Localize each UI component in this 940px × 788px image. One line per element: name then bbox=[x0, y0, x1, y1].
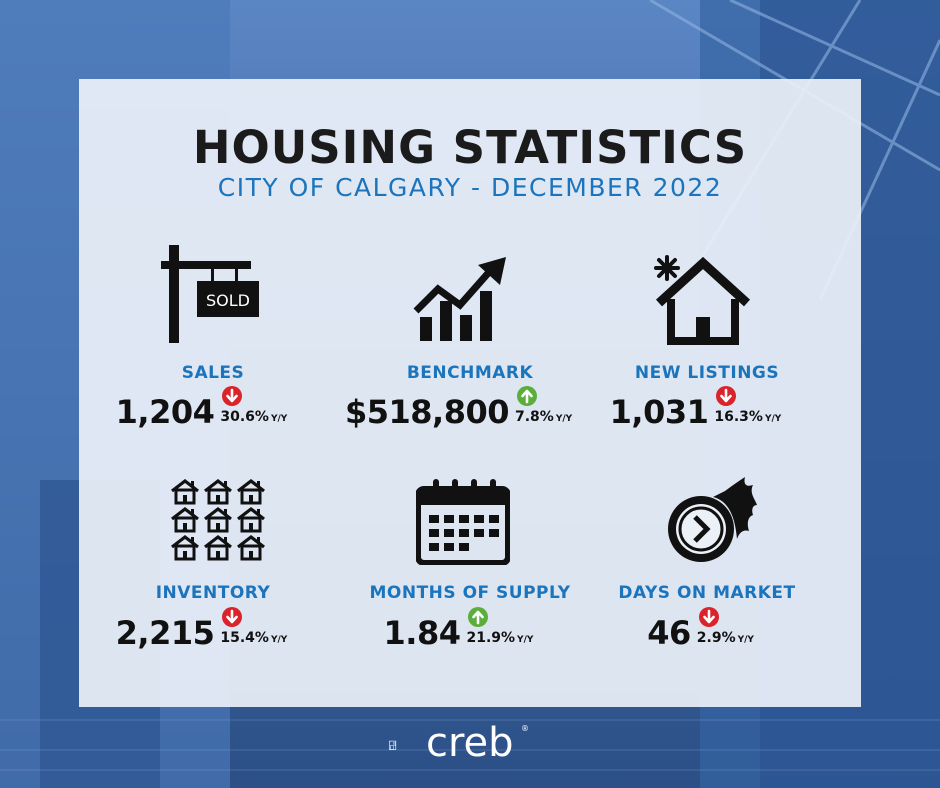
stat-new-listings: NEW LISTINGS 1,031 16.3% Y/Y bbox=[577, 239, 837, 439]
creb-logo-icon bbox=[389, 740, 397, 750]
stat-label: BENCHMARK bbox=[406, 363, 534, 383]
new-house-icon bbox=[654, 255, 751, 345]
stat-label: NEW LISTINGS bbox=[634, 363, 780, 383]
stats-panel: HOUSING STATISTICS CITY OF CALGARY - DEC… bbox=[79, 79, 861, 707]
stat-change: 30.6% bbox=[220, 409, 269, 425]
stat-label: DAYS ON MARKET bbox=[618, 583, 796, 603]
growth-chart-icon bbox=[413, 257, 506, 341]
stat-label: INVENTORY bbox=[155, 583, 271, 603]
fast-clock-icon bbox=[668, 477, 757, 562]
page-title: HOUSING STATISTICS bbox=[192, 121, 748, 174]
up-arrow-icon bbox=[517, 386, 537, 406]
stat-change: 2.9% bbox=[696, 630, 736, 646]
sold-sign-text: SOLD bbox=[206, 291, 250, 310]
stat-months-of-supply: MONTHS OF SUPPLY 1.84 21.9% Y/Y bbox=[340, 477, 600, 677]
page-subtitle: CITY OF CALGARY - DECEMBER 2022 bbox=[217, 173, 723, 202]
stat-change: 7.8% bbox=[515, 409, 554, 425]
down-arrow-icon bbox=[698, 607, 719, 627]
stat-value: 2,215 bbox=[115, 614, 215, 652]
brand-registered-mark: ® bbox=[521, 724, 529, 733]
up-arrow-icon bbox=[468, 607, 489, 627]
stat-label: MONTHS OF SUPPLY bbox=[369, 583, 571, 603]
stat-sales: SOLD SALES 1,204 30.6% Y/Y bbox=[83, 239, 343, 439]
stat-change-unit: Y/Y bbox=[737, 635, 754, 645]
stat-change: 15.4% bbox=[220, 630, 269, 646]
down-arrow-icon bbox=[222, 386, 243, 406]
stat-change-unit: Y/Y bbox=[764, 414, 782, 424]
stat-value: $518,800 bbox=[344, 393, 510, 431]
sold-sign-icon: SOLD bbox=[161, 245, 259, 343]
stat-change: 16.3% bbox=[714, 409, 763, 425]
stat-days-on-market: DAYS ON MARKET 46 2.9% Y/Y bbox=[577, 477, 837, 677]
stat-change-unit: Y/Y bbox=[555, 414, 573, 424]
down-arrow-icon bbox=[716, 386, 737, 406]
stat-change-unit: Y/Y bbox=[517, 635, 534, 645]
brand-name: creb bbox=[426, 720, 514, 766]
stat-value: 1,031 bbox=[609, 393, 709, 431]
stat-value: 46 bbox=[647, 614, 691, 652]
stat-value: 1.84 bbox=[383, 614, 461, 652]
stat-value: 1,204 bbox=[115, 393, 215, 431]
stat-change-unit: Y/Y bbox=[270, 414, 288, 424]
down-arrow-icon bbox=[222, 607, 243, 627]
stat-benchmark: BENCHMARK $518,800 7.8% Y/Y bbox=[340, 239, 600, 439]
stat-label: SALES bbox=[181, 363, 245, 383]
stat-change: 21.9% bbox=[466, 630, 516, 646]
houses-grid-icon bbox=[170, 479, 266, 561]
stat-change-unit: Y/Y bbox=[270, 635, 288, 645]
calendar-icon bbox=[416, 479, 510, 565]
stat-inventory: INVENTORY 2,215 15.4% Y/Y bbox=[83, 477, 343, 677]
